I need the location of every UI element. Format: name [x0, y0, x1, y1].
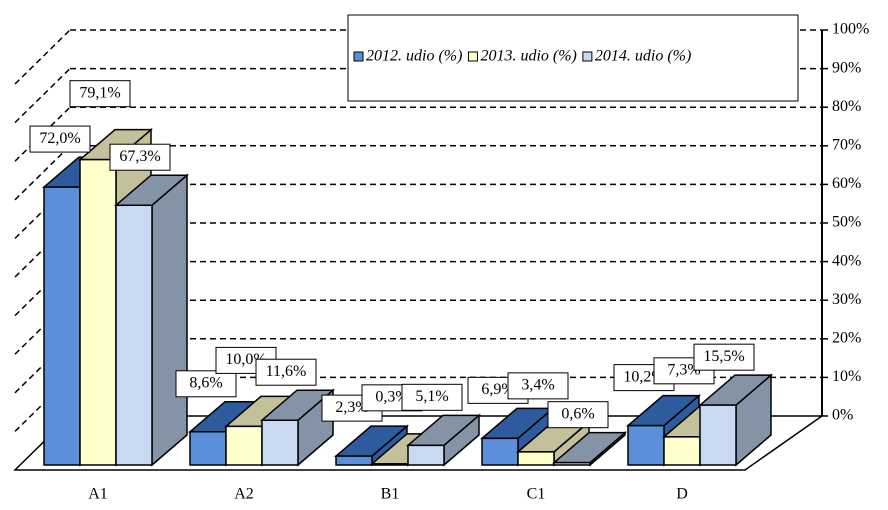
bar-face — [261, 419, 299, 466]
grid-line-side — [14, 145, 71, 201]
y-tick-label: 80% — [832, 98, 861, 115]
label-box — [175, 370, 237, 398]
legend-swatch — [582, 51, 593, 62]
data-label: 79,1% — [79, 84, 120, 101]
legend-label: 2014. udio (%) — [595, 48, 691, 65]
bar-face — [699, 404, 737, 466]
x-tick-label: A2 — [234, 486, 254, 503]
y-tick-label: 30% — [832, 291, 861, 308]
y-tick-label: 20% — [832, 329, 861, 346]
label-box — [507, 372, 569, 400]
y-tick-label: 60% — [832, 175, 861, 192]
label-box — [401, 383, 463, 411]
bar — [405, 413, 482, 467]
label-box — [693, 343, 755, 371]
x-tick-label: D — [676, 486, 688, 503]
bar-face — [115, 204, 153, 466]
data-label: 8,6% — [189, 374, 222, 391]
bar-face — [481, 437, 519, 466]
bar-face — [663, 436, 701, 466]
bar-face — [627, 424, 665, 466]
data-label: 7,3% — [667, 361, 700, 378]
label-box — [69, 80, 131, 108]
data-label: 11,6% — [266, 363, 307, 380]
data-label: 2,3% — [335, 399, 368, 416]
legend-swatch — [467, 51, 478, 62]
bar-face — [407, 444, 445, 466]
bar — [697, 373, 774, 467]
legend-swatch — [353, 51, 364, 62]
bar-face — [225, 425, 263, 466]
label-box — [29, 125, 91, 153]
bar-face — [553, 461, 591, 466]
y-tick-label: 50% — [832, 214, 861, 231]
legend-label: 2013. udio (%) — [480, 48, 576, 65]
data-label: 67,3% — [119, 148, 160, 165]
x-tick-label: C1 — [527, 486, 546, 503]
bar-face — [517, 451, 555, 466]
bar-face — [43, 186, 81, 466]
label-box — [109, 143, 171, 171]
y-tick-label: 90% — [832, 59, 861, 76]
grid-line-side — [14, 29, 71, 85]
data-label: 15,5% — [703, 348, 744, 365]
bar-face — [371, 463, 409, 466]
bar — [113, 173, 190, 467]
y-tick-label: 100% — [832, 21, 869, 38]
bar-face — [189, 431, 227, 466]
x-tick-label: A1 — [88, 486, 108, 503]
label-box — [547, 401, 609, 429]
data-label: 6,9% — [481, 381, 514, 398]
bar-face — [151, 173, 188, 467]
label-box — [255, 358, 317, 386]
y-tick-label: 40% — [832, 252, 861, 269]
y-tick-label: 70% — [832, 136, 861, 153]
y-tick-label: 10% — [832, 368, 861, 385]
grid-line-side — [14, 106, 71, 162]
bar — [551, 431, 628, 467]
data-label: 5,1% — [415, 388, 448, 405]
y-tick-label: 0% — [832, 407, 853, 424]
data-label: 0,3% — [375, 389, 408, 406]
data-label: 3,4% — [521, 377, 554, 394]
legend-label: 2012. udio (%) — [366, 48, 462, 65]
data-label: 0,6% — [561, 405, 594, 422]
bar — [333, 424, 410, 467]
bar-face — [335, 455, 373, 466]
x-tick-label: B1 — [381, 486, 400, 503]
data-label: 72,0% — [39, 130, 80, 147]
bar-face — [79, 158, 117, 466]
legend — [347, 14, 799, 102]
grid-line-side — [14, 68, 71, 124]
